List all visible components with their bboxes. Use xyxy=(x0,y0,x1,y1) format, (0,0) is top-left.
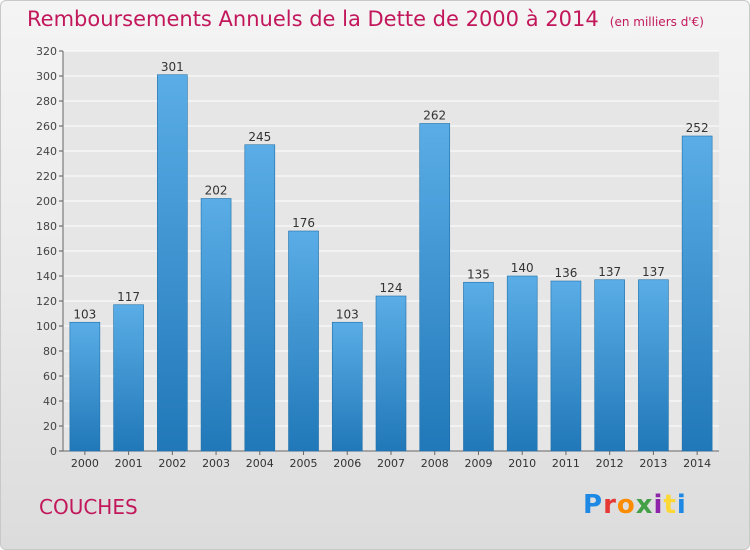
x-tick-label-2010: 2010 xyxy=(508,457,536,470)
bar-2010 xyxy=(506,275,538,452)
value-label-2006: 103 xyxy=(336,307,359,321)
y-tick-label-140: 140 xyxy=(36,270,57,283)
y-tick-label-240: 240 xyxy=(36,145,57,158)
value-label-2007: 124 xyxy=(380,281,403,295)
bar-2003 xyxy=(200,198,232,452)
commune-name: COUCHES xyxy=(39,495,138,519)
x-tick-label-2014: 2014 xyxy=(683,457,711,470)
value-label-2012: 137 xyxy=(598,265,621,279)
bar-2009 xyxy=(463,281,494,452)
y-tick-label-320: 320 xyxy=(36,45,57,58)
value-label-2001: 117 xyxy=(117,290,140,304)
y-tick-label-60: 60 xyxy=(43,370,57,383)
y-tick-label-80: 80 xyxy=(43,345,57,358)
bar-2005 xyxy=(288,230,319,452)
x-tick-label-2005: 2005 xyxy=(290,457,318,470)
y-tick-label-40: 40 xyxy=(43,395,57,408)
y-tick-label-160: 160 xyxy=(36,245,57,258)
x-tick-label-2011: 2011 xyxy=(552,457,580,470)
value-label-2002: 301 xyxy=(161,60,184,74)
bar-2004 xyxy=(244,144,276,452)
x-tick-label-2002: 2002 xyxy=(158,457,186,470)
value-label-2008: 262 xyxy=(423,109,446,123)
x-tick-label-2008: 2008 xyxy=(421,457,449,470)
bar-2012 xyxy=(594,279,625,452)
bar-2008 xyxy=(419,123,451,452)
x-tick-label-2007: 2007 xyxy=(377,457,405,470)
value-label-2014: 252 xyxy=(686,121,709,135)
x-tick-label-2004: 2004 xyxy=(246,457,274,470)
value-label-2013: 137 xyxy=(642,265,665,279)
y-tick-label-220: 220 xyxy=(36,170,57,183)
value-label-2009: 135 xyxy=(467,267,490,281)
bar-2006 xyxy=(331,321,363,452)
y-tick-label-200: 200 xyxy=(36,195,57,208)
x-tick-label-2012: 2012 xyxy=(596,457,624,470)
y-tick-label-100: 100 xyxy=(36,320,57,333)
chart-subtitle: (en milliers d'€) xyxy=(609,15,704,29)
y-tick-label-300: 300 xyxy=(36,70,57,83)
x-tick-label-2001: 2001 xyxy=(115,457,143,470)
chart-title: Remboursements Annuels de la Dette de 20… xyxy=(27,7,599,31)
bar-2002 xyxy=(157,74,188,452)
value-label-2005: 176 xyxy=(292,216,315,230)
bar-2014 xyxy=(681,135,713,452)
bar-2001 xyxy=(113,304,144,452)
value-label-2003: 202 xyxy=(205,184,228,198)
x-tick-label-2003: 2003 xyxy=(202,457,230,470)
bar-2000 xyxy=(69,321,101,452)
y-tick-label-180: 180 xyxy=(36,220,57,233)
bar-2011 xyxy=(550,280,582,452)
value-label-2000: 103 xyxy=(73,307,96,321)
y-tick-label-260: 260 xyxy=(36,120,57,133)
y-tick-label-0: 0 xyxy=(50,445,57,458)
bar-2013 xyxy=(638,279,669,452)
proxiti-logo: Proxiti xyxy=(583,490,687,520)
value-label-2004: 245 xyxy=(248,130,271,144)
bar-2007 xyxy=(375,295,407,452)
x-tick-label-2009: 2009 xyxy=(464,457,492,470)
title-row: Remboursements Annuels de la Dette de 20… xyxy=(27,7,704,31)
y-tick-label-280: 280 xyxy=(36,95,57,108)
x-tick-label-2000: 2000 xyxy=(71,457,99,470)
value-label-2010: 140 xyxy=(511,261,534,275)
value-label-2011: 136 xyxy=(554,266,577,280)
y-tick-label-20: 20 xyxy=(43,420,57,433)
x-tick-label-2006: 2006 xyxy=(333,457,361,470)
y-tick-label-120: 120 xyxy=(36,295,57,308)
x-tick-label-2013: 2013 xyxy=(639,457,667,470)
